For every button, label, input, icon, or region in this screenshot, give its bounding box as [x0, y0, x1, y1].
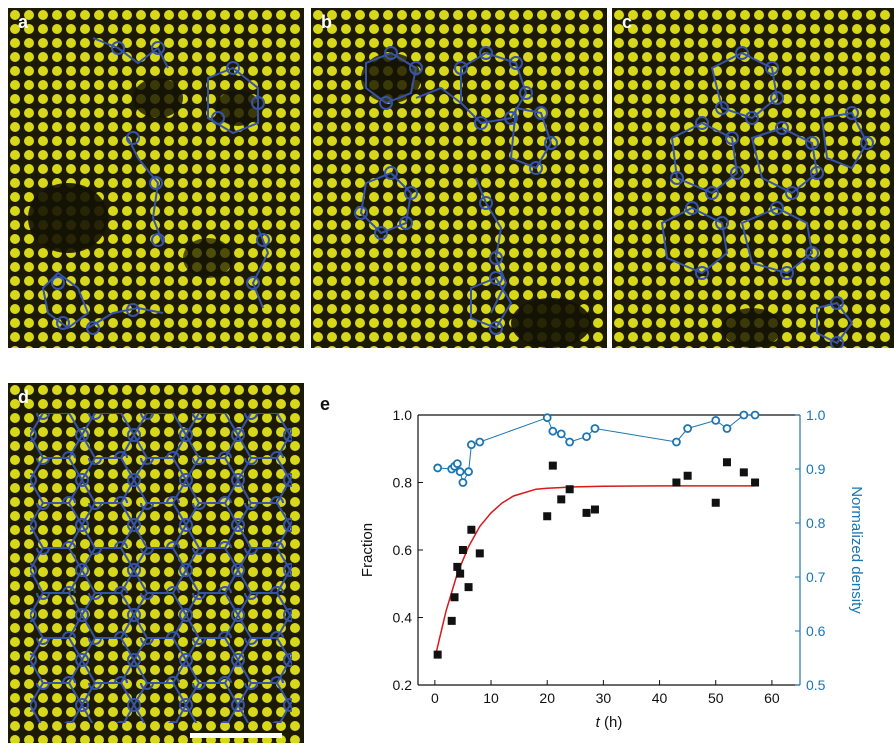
density-point: [590, 424, 600, 433]
density-point: [433, 463, 443, 473]
y-right-tick-label: 0.7: [806, 569, 826, 585]
y-right-tick-label: 0.5: [806, 677, 826, 693]
density-point: [556, 429, 566, 439]
density-point: [672, 437, 681, 447]
fraction-point: [557, 495, 566, 504]
fraction-point: [458, 546, 467, 554]
x-axis-label: t (h): [596, 714, 623, 731]
density-point: [683, 424, 693, 433]
y-left-axis-label: Fraction: [359, 523, 376, 577]
density-point: [582, 432, 591, 441]
density-point: [464, 467, 473, 477]
y-right-tick-label: 0.6: [806, 623, 826, 639]
fraction-point: [711, 498, 720, 507]
density-point: [565, 437, 575, 447]
fraction-point: [447, 616, 456, 625]
fraction-point: [751, 478, 760, 487]
fraction-density-chart: e 0 10 20 30 40 50 60 0.2 0.4 0.6 0.8 1.0 0.5 0.6 0.7 0…: [320, 394, 865, 731]
panel-label-d: d: [18, 387, 29, 407]
density-point: [466, 440, 476, 450]
fraction-point: [582, 508, 591, 517]
fraction-point: [467, 525, 476, 534]
x-tick-label: 50: [708, 690, 724, 706]
overlay-network-a: [41, 37, 270, 330]
panel-label-b: b: [321, 12, 332, 32]
fraction-point: [475, 549, 484, 558]
fit-curve: [434, 485, 756, 659]
density-point: [722, 424, 732, 433]
overlay-nodes-a: [51, 41, 270, 335]
x-tick-label: 10: [483, 690, 499, 706]
fraction-point: [739, 468, 748, 477]
density-point: [455, 467, 465, 477]
density-point: [452, 459, 462, 468]
micrograph-panel-a: a: [8, 8, 304, 348]
panel-label-e: e: [320, 394, 330, 414]
scale-bar-d: [190, 733, 282, 738]
x-tick-label: 40: [652, 690, 668, 706]
x-tick-label: 30: [596, 690, 612, 706]
panel-d-image: [8, 383, 304, 743]
y-left-tick-label: 0.8: [393, 475, 413, 491]
overlay-nodes-b: [354, 46, 558, 335]
density-point: [750, 410, 760, 420]
x-tick-label: 20: [539, 690, 555, 706]
y-right-tick-label: 0.8: [806, 515, 826, 531]
fraction-point: [453, 562, 462, 571]
panel-c-image: [612, 8, 894, 348]
fraction-point: [450, 593, 459, 602]
fraction-point: [683, 471, 692, 480]
fraction-point: [722, 458, 731, 467]
y-left-tick-label: 0.2: [393, 677, 413, 693]
micrograph-panel-c: c: [612, 8, 894, 348]
density-point: [542, 413, 552, 423]
overlay-nodes-c: [670, 46, 874, 348]
y-right-tick-label: 1.0: [806, 407, 826, 423]
fraction-point: [672, 478, 681, 487]
y-left-tick-label: 1.0: [393, 407, 413, 423]
density-point: [548, 426, 558, 436]
fraction-point: [543, 512, 552, 521]
fraction-point: [464, 583, 473, 592]
y-left-tick-label: 0.6: [393, 542, 413, 558]
fraction-point: [565, 485, 574, 494]
panel-label-c: c: [622, 12, 633, 32]
density-point: [739, 410, 749, 420]
x-tick-label: 60: [764, 690, 780, 706]
panel-a-image: [8, 8, 304, 348]
density-point: [475, 437, 485, 447]
fraction-point: [590, 505, 599, 514]
panel-b-image: [311, 8, 607, 348]
density-point: [458, 478, 468, 487]
density-point: [711, 416, 721, 425]
panel-label-a: a: [18, 12, 29, 32]
y-right-axis-label: Normalized density: [848, 486, 865, 614]
x-tick-label: 0: [431, 690, 439, 706]
overlay-network-d: [30, 413, 292, 723]
y-left-tick-label: 0.4: [393, 610, 413, 626]
fraction-point: [548, 461, 557, 470]
y-right-tick-label: 0.9: [806, 461, 826, 477]
micrograph-panel-b: b: [311, 8, 607, 348]
micrograph-panel-d: d: [8, 383, 304, 743]
fraction-point: [456, 569, 465, 578]
fraction-point: [433, 650, 442, 659]
